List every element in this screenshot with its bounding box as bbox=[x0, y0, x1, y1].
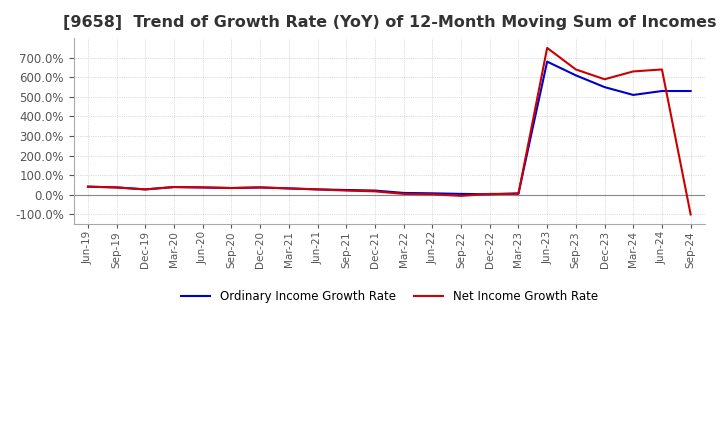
Ordinary Income Growth Rate bbox=[400, 190, 408, 195]
Ordinary Income Growth Rate bbox=[657, 88, 666, 94]
Legend: Ordinary Income Growth Rate, Net Income Growth Rate: Ordinary Income Growth Rate, Net Income … bbox=[176, 285, 603, 308]
Ordinary Income Growth Rate bbox=[199, 185, 207, 190]
Ordinary Income Growth Rate bbox=[456, 191, 465, 197]
Ordinary Income Growth Rate bbox=[84, 184, 92, 189]
Net Income Growth Rate bbox=[284, 186, 293, 191]
Net Income Growth Rate bbox=[400, 191, 408, 197]
Net Income Growth Rate bbox=[141, 187, 150, 192]
Ordinary Income Growth Rate bbox=[170, 184, 179, 190]
Net Income Growth Rate bbox=[686, 212, 695, 217]
Ordinary Income Growth Rate bbox=[256, 185, 264, 190]
Ordinary Income Growth Rate bbox=[313, 187, 322, 192]
Net Income Growth Rate bbox=[170, 184, 179, 190]
Net Income Growth Rate bbox=[629, 69, 638, 74]
Ordinary Income Growth Rate bbox=[342, 187, 351, 193]
Net Income Growth Rate bbox=[657, 67, 666, 72]
Net Income Growth Rate bbox=[342, 188, 351, 193]
Net Income Growth Rate bbox=[600, 77, 609, 82]
Net Income Growth Rate bbox=[256, 185, 264, 190]
Net Income Growth Rate bbox=[371, 189, 379, 194]
Ordinary Income Growth Rate bbox=[485, 192, 494, 197]
Ordinary Income Growth Rate bbox=[543, 59, 552, 64]
Net Income Growth Rate bbox=[227, 185, 235, 191]
Ordinary Income Growth Rate bbox=[629, 92, 638, 98]
Ordinary Income Growth Rate bbox=[600, 84, 609, 90]
Net Income Growth Rate bbox=[485, 191, 494, 197]
Net Income Growth Rate bbox=[199, 185, 207, 190]
Net Income Growth Rate bbox=[572, 67, 580, 72]
Ordinary Income Growth Rate bbox=[428, 191, 436, 196]
Net Income Growth Rate bbox=[456, 193, 465, 198]
Ordinary Income Growth Rate bbox=[514, 191, 523, 196]
Net Income Growth Rate bbox=[514, 191, 523, 197]
Net Income Growth Rate bbox=[543, 45, 552, 51]
Ordinary Income Growth Rate bbox=[686, 88, 695, 94]
Line: Ordinary Income Growth Rate: Ordinary Income Growth Rate bbox=[88, 62, 690, 194]
Ordinary Income Growth Rate bbox=[284, 186, 293, 191]
Net Income Growth Rate bbox=[428, 192, 436, 197]
Ordinary Income Growth Rate bbox=[112, 185, 121, 190]
Line: Net Income Growth Rate: Net Income Growth Rate bbox=[88, 48, 690, 214]
Net Income Growth Rate bbox=[313, 187, 322, 192]
Ordinary Income Growth Rate bbox=[227, 185, 235, 191]
Title: [9658]  Trend of Growth Rate (YoY) of 12-Month Moving Sum of Incomes: [9658] Trend of Growth Rate (YoY) of 12-… bbox=[63, 15, 716, 30]
Ordinary Income Growth Rate bbox=[371, 188, 379, 193]
Ordinary Income Growth Rate bbox=[141, 187, 150, 192]
Net Income Growth Rate bbox=[112, 185, 121, 190]
Ordinary Income Growth Rate bbox=[572, 73, 580, 78]
Net Income Growth Rate bbox=[84, 184, 92, 189]
